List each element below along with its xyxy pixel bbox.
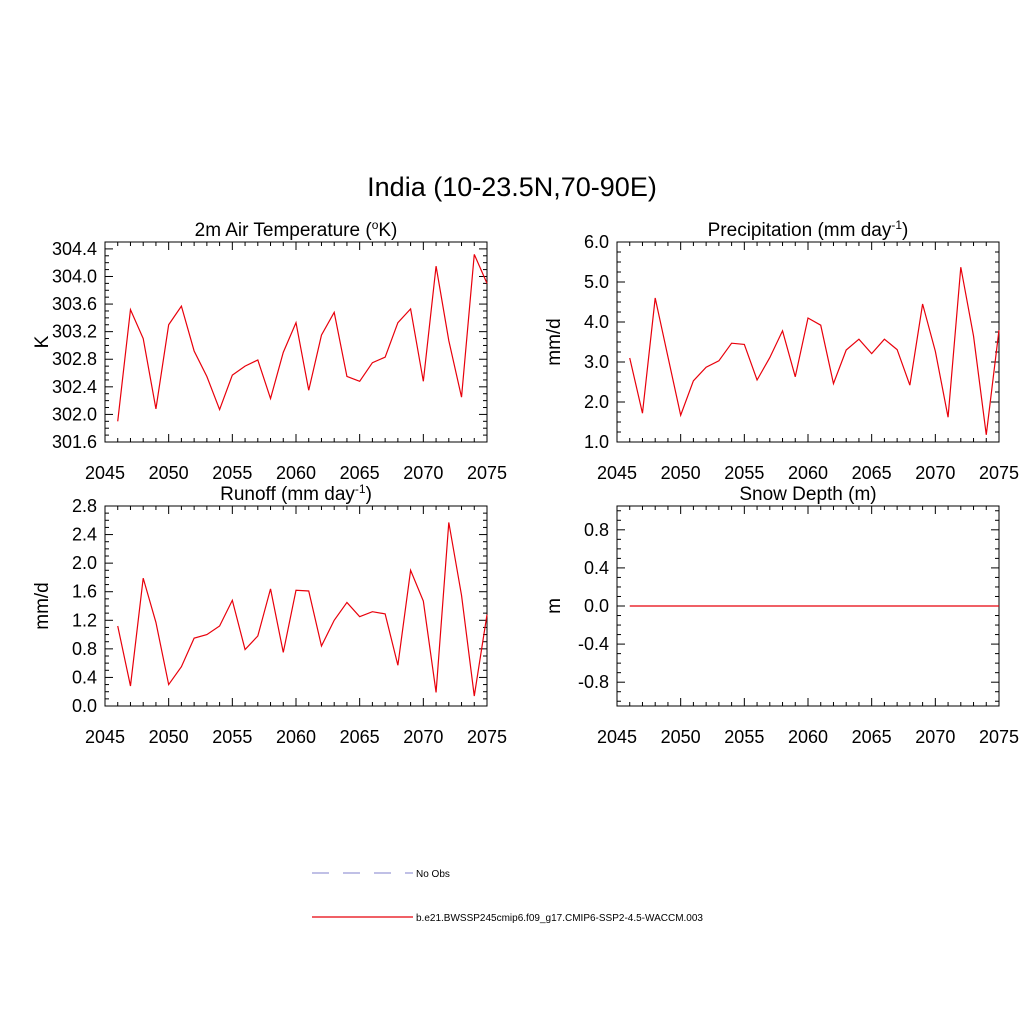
panel-title-sup: -1: [355, 482, 366, 496]
panel-title: 2m Air Temperature (oK): [195, 218, 398, 241]
x-tick-label: 2055: [212, 463, 252, 483]
x-tick-label: 2045: [85, 727, 125, 747]
y-tick-label: 4.0: [584, 312, 609, 332]
plot-frame: [616, 241, 1000, 443]
series-line: [117, 254, 488, 422]
panel-title-sup: o: [372, 218, 379, 232]
x-tick-label: 2060: [276, 727, 316, 747]
y-axis-label: mm/d: [544, 318, 565, 366]
panel-title: Runoff (mm day-1): [220, 482, 372, 505]
panel-title-suffix: ): [902, 220, 908, 241]
panel-4: Snow Depth (m) m 2045 2050 2055 2060 2065 2070 2…: [544, 484, 1019, 747]
panel-title-text: 2m Air Temperature (: [195, 220, 373, 241]
y-tick-label: 3.0: [584, 352, 609, 372]
series-line: [117, 522, 488, 697]
x-tick-label: 2065: [852, 727, 892, 747]
y-tick-label: 302.4: [52, 377, 97, 397]
y-tick-label: -0.8: [578, 672, 609, 692]
y-tick-label: -0.4: [578, 634, 609, 654]
y-tick-label: 2.4: [72, 525, 97, 545]
plot-frame: [104, 241, 488, 443]
y-tick-label: 304.4: [52, 239, 97, 259]
panel-title-sup: -1: [891, 218, 902, 232]
panels-group: 2m Air Temperature (oK) K 2045 2050 2055 2060…: [32, 218, 1019, 747]
figure-title: India (10-23.5N,70-90E): [367, 172, 657, 202]
y-tick-label: 2.8: [72, 496, 97, 516]
y-tick-label: 0.0: [584, 596, 609, 616]
y-tick-label: 0.4: [584, 558, 609, 578]
y-tick-label: 6.0: [584, 232, 609, 252]
y-tick-label: 2.0: [584, 392, 609, 412]
y-tick-label: 0.8: [72, 639, 97, 659]
series-line: [629, 267, 1000, 435]
y-tick-label: 0.8: [584, 520, 609, 540]
y-tick-label: 2.0: [72, 553, 97, 573]
panel-2: Precipitation (mm day-1) mm/d 2045 2050 2055…: [544, 218, 1019, 483]
y-tick-label: 303.6: [52, 294, 97, 314]
plot-frame: [104, 505, 488, 707]
panel-title: Precipitation (mm day-1): [708, 218, 909, 241]
legend-item: b.e21.BWSSP245cmip6.f09_g17.CMIP6-SSP2-4…: [312, 913, 703, 924]
x-tick-label: 2070: [915, 463, 955, 483]
y-tick-label: 5.0: [584, 272, 609, 292]
x-tick-label: 2060: [788, 727, 828, 747]
x-tick-label: 2045: [85, 463, 125, 483]
y-tick-label: 0.4: [72, 667, 97, 687]
x-tick-label: 2075: [467, 463, 507, 483]
x-tick-label: 2060: [276, 463, 316, 483]
x-tick-label: 2075: [979, 727, 1019, 747]
y-tick-label: 302.8: [52, 349, 97, 369]
y-axis-label: m: [544, 598, 565, 614]
legend: No Obs b.e21.BWSSP245cmip6.f09_g17.CMIP6-…: [312, 869, 703, 924]
x-tick-label: 2065: [852, 463, 892, 483]
x-tick-label: 2070: [915, 727, 955, 747]
panel-title-suffix: K): [378, 220, 397, 241]
y-axis-label: mm/d: [32, 582, 53, 630]
y-tick-label: 0.0: [72, 696, 97, 716]
x-tick-label: 2065: [340, 463, 380, 483]
y-tick-label: 303.2: [52, 322, 97, 342]
legend-item: No Obs: [312, 869, 450, 880]
x-tick-label: 2070: [403, 727, 443, 747]
y-axis-label: K: [32, 335, 53, 348]
legend-label: b.e21.BWSSP245cmip6.f09_g17.CMIP6-SSP2-4…: [416, 913, 703, 924]
x-tick-label: 2045: [597, 463, 637, 483]
y-tick-label: 1.2: [72, 610, 97, 630]
x-tick-label: 2060: [788, 463, 828, 483]
x-tick-label: 2045: [597, 727, 637, 747]
panel-1: 2m Air Temperature (oK) K 2045 2050 2055 2060…: [32, 218, 507, 483]
x-tick-label: 2050: [661, 463, 701, 483]
panel-title-text: Precipitation (mm day: [708, 220, 892, 241]
panel-title-text: Snow Depth (m): [739, 484, 876, 505]
x-tick-label: 2070: [403, 463, 443, 483]
y-tick-label: 1.6: [72, 582, 97, 602]
panel-title-text: Runoff (mm day: [220, 484, 355, 505]
x-tick-label: 2075: [467, 727, 507, 747]
x-tick-label: 2055: [724, 463, 764, 483]
x-tick-label: 2055: [724, 727, 764, 747]
x-tick-label: 2050: [149, 727, 189, 747]
x-tick-label: 2050: [661, 727, 701, 747]
y-tick-label: 304.0: [52, 266, 97, 286]
y-tick-label: 301.6: [52, 432, 97, 452]
panel-title: Snow Depth (m): [739, 484, 876, 505]
x-tick-label: 2065: [340, 727, 380, 747]
y-tick-label: 302.0: [52, 404, 97, 424]
panel-title-suffix: ): [366, 484, 372, 505]
y-tick-label: 1.0: [584, 432, 609, 452]
x-tick-label: 2050: [149, 463, 189, 483]
x-tick-label: 2075: [979, 463, 1019, 483]
legend-label: No Obs: [416, 869, 450, 880]
x-tick-label: 2055: [212, 727, 252, 747]
panel-3: Runoff (mm day-1) mm/d 2045 2050 2055 2060 206…: [32, 482, 507, 747]
